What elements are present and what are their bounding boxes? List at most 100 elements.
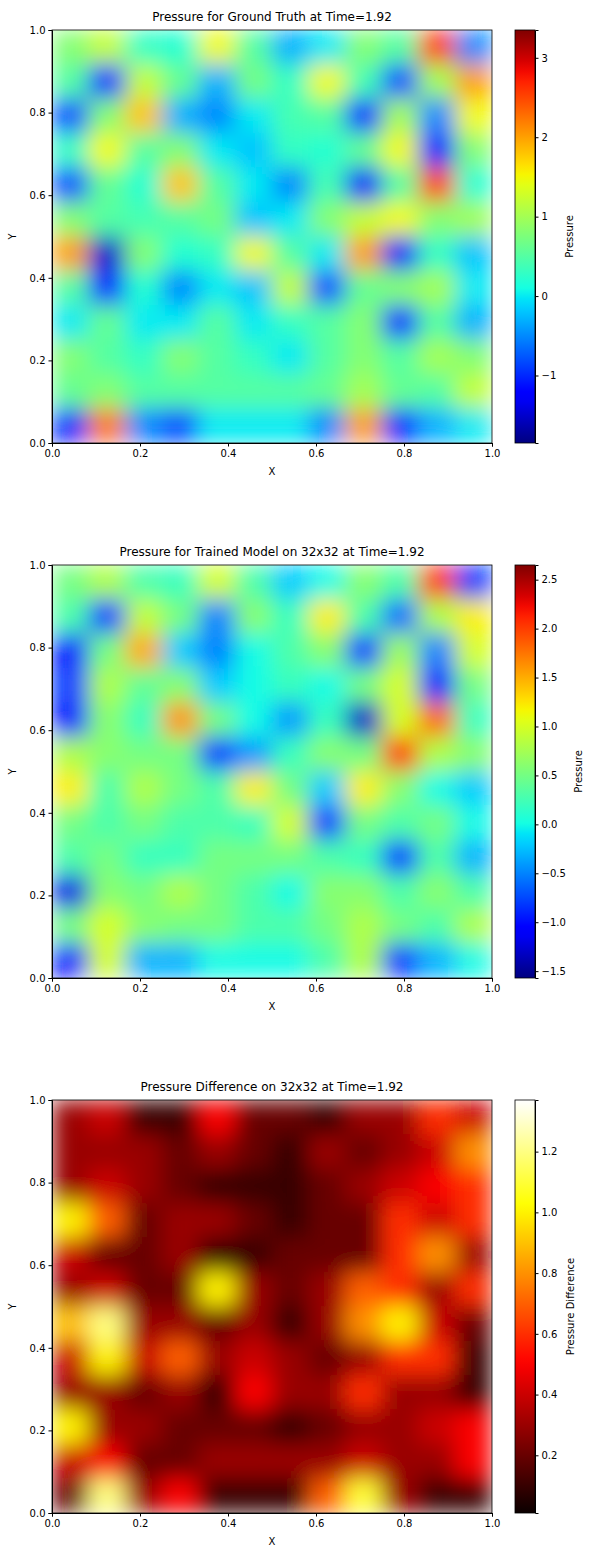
cell <box>309 840 346 874</box>
cell <box>419 271 456 305</box>
cell <box>272 340 309 374</box>
cell <box>235 634 272 668</box>
cell <box>52 1375 89 1409</box>
tick-label: 0.8 <box>30 642 46 653</box>
cell <box>52 1341 89 1375</box>
tick: 0.4 <box>535 1389 557 1400</box>
tick: 0.4 <box>221 1513 237 1529</box>
cell <box>345 634 382 668</box>
tick: −0.5 <box>535 868 566 879</box>
tick-label: 1.0 <box>30 560 46 571</box>
cell <box>125 599 162 633</box>
cell <box>309 772 346 806</box>
tick-mark <box>535 1334 539 1335</box>
tick-mark <box>535 775 539 776</box>
cell <box>89 305 126 339</box>
axis-line <box>536 566 539 979</box>
tick-mark <box>535 1152 539 1153</box>
cell <box>199 772 236 806</box>
cell <box>272 1238 309 1272</box>
tick-mark <box>49 1265 53 1266</box>
cell <box>125 1410 162 1444</box>
cell <box>162 1410 199 1444</box>
cell <box>309 64 346 98</box>
cell <box>272 237 309 271</box>
cell <box>162 30 199 64</box>
cell <box>89 875 126 909</box>
cell <box>125 99 162 133</box>
cell <box>162 668 199 702</box>
tick-mark <box>404 978 405 982</box>
cell <box>89 565 126 599</box>
tick: 0.6 <box>309 443 325 459</box>
tick: 0.0 <box>30 1508 52 1519</box>
tick-label: 0.0 <box>45 448 61 459</box>
cell <box>345 374 382 408</box>
cell <box>455 1100 492 1134</box>
cell <box>272 634 309 668</box>
cell <box>199 64 236 98</box>
tick-label: 0.0 <box>542 819 558 830</box>
cell <box>235 1307 272 1341</box>
cell <box>89 409 126 443</box>
cell <box>235 271 272 305</box>
cell <box>309 374 346 408</box>
tick-mark <box>49 30 53 31</box>
cell <box>272 875 309 909</box>
cell <box>52 668 89 702</box>
cell <box>419 340 456 374</box>
tick: 0.8 <box>397 1513 413 1529</box>
cell <box>52 1444 89 1478</box>
cell <box>89 1479 126 1513</box>
cell <box>125 1203 162 1237</box>
tick: 0.4 <box>221 978 237 994</box>
tick-label: 2.0 <box>542 623 558 634</box>
tick-label: 0.6 <box>542 1329 558 1340</box>
tick: 1.5 <box>535 672 557 683</box>
tick-mark <box>535 726 539 727</box>
tick: 0.0 <box>45 978 61 994</box>
cell <box>455 1134 492 1168</box>
tick-mark <box>535 1212 539 1213</box>
cell <box>309 634 346 668</box>
tick-label: 0.0 <box>45 1518 61 1529</box>
cell <box>345 99 382 133</box>
cell <box>125 1238 162 1272</box>
cell <box>419 133 456 167</box>
cell <box>419 374 456 408</box>
tick-label: 0.4 <box>542 1389 558 1400</box>
tick-label: 1 <box>542 211 548 222</box>
tick-label: 0.8 <box>542 1268 558 1279</box>
cell <box>309 1238 346 1272</box>
cell <box>309 340 346 374</box>
cell <box>272 1307 309 1341</box>
cell <box>52 1479 89 1513</box>
cell <box>455 1169 492 1203</box>
cell <box>162 1479 199 1513</box>
tick-label: 0.0 <box>30 1508 46 1519</box>
tick-label: 0.2 <box>30 355 46 366</box>
cell <box>125 64 162 98</box>
cell <box>455 909 492 943</box>
cell <box>235 1479 272 1513</box>
cell <box>382 1410 419 1444</box>
cell <box>125 305 162 339</box>
cell <box>125 237 162 271</box>
cell <box>419 1272 456 1306</box>
cell <box>419 944 456 978</box>
cell <box>345 599 382 633</box>
cell <box>419 634 456 668</box>
tick-mark <box>140 443 141 447</box>
cell <box>235 565 272 599</box>
figure: 0.00.20.40.60.81.00.00.20.40.60.81.0Pres… <box>0 0 599 1562</box>
cell <box>162 772 199 806</box>
cell <box>345 202 382 236</box>
cell <box>89 1341 126 1375</box>
cell <box>125 840 162 874</box>
cell <box>345 1100 382 1134</box>
cell <box>89 1238 126 1272</box>
cell <box>89 1134 126 1168</box>
tick-label: 0.0 <box>30 438 46 449</box>
cell <box>89 634 126 668</box>
cell <box>382 599 419 633</box>
